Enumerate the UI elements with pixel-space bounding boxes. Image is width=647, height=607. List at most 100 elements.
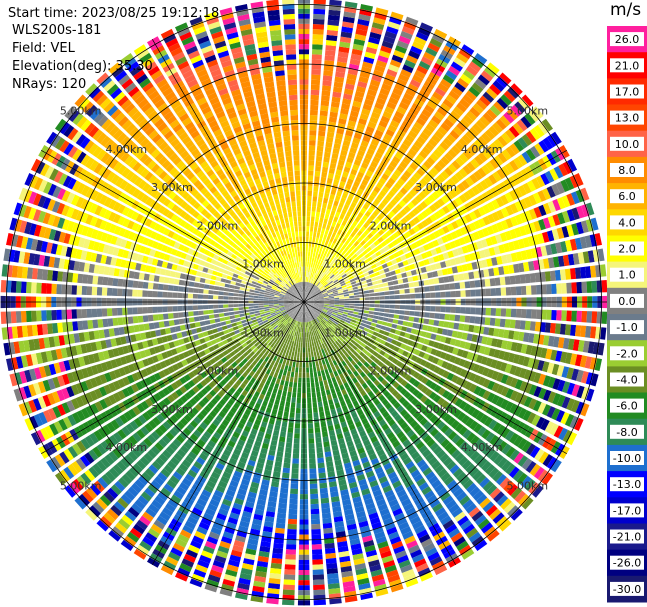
velocity-gate — [437, 397, 446, 406]
velocity-gate — [402, 138, 412, 148]
velocity-gate — [346, 344, 352, 350]
velocity-gate — [235, 592, 248, 600]
velocity-gate — [539, 271, 546, 282]
velocity-gate — [367, 232, 374, 239]
velocity-gate — [402, 156, 411, 165]
velocity-gate — [453, 536, 466, 547]
velocity-gate — [337, 545, 349, 553]
velocity-gate — [332, 342, 338, 348]
velocity-gate — [328, 293, 334, 296]
velocity-gate — [336, 315, 342, 320]
velocity-gate — [323, 441, 330, 448]
velocity-gate — [367, 554, 379, 563]
velocity-gate — [342, 311, 349, 315]
velocity-gate — [500, 94, 512, 106]
velocity-gate — [307, 305, 311, 310]
velocity-gate — [223, 494, 234, 502]
velocity-gate — [317, 334, 322, 340]
velocity-gate — [459, 368, 468, 378]
velocity-gate — [353, 370, 359, 377]
velocity-gate — [454, 452, 465, 463]
velocity-gate — [342, 340, 348, 346]
velocity-gate — [476, 493, 488, 505]
velocity-gate — [420, 266, 427, 273]
velocity-gate — [319, 300, 325, 302]
velocity-gate — [354, 265, 360, 270]
velocity-gate — [336, 128, 345, 135]
velocity-gate — [203, 512, 214, 521]
velocity-gate — [290, 478, 299, 484]
velocity-gate — [233, 470, 243, 478]
velocity-gate — [421, 219, 429, 228]
velocity-gate — [543, 335, 550, 346]
velocity-gate — [342, 313, 348, 317]
velocity-gate — [355, 154, 364, 162]
velocity-gate — [327, 14, 340, 21]
velocity-gate — [485, 161, 495, 172]
velocity-gate — [310, 493, 319, 500]
velocity-gate — [370, 160, 378, 169]
velocity-gate — [414, 311, 420, 317]
velocity-gate — [586, 281, 593, 293]
velocity-gate — [330, 331, 336, 337]
velocity-gate — [453, 357, 461, 365]
velocity-gate — [393, 427, 402, 435]
velocity-gate — [459, 118, 470, 129]
velocity-gate — [277, 346, 282, 353]
velocity-gate — [280, 364, 285, 370]
velocity-gate — [313, 247, 317, 253]
velocity-gate — [307, 321, 310, 327]
velocity-gate — [254, 575, 266, 583]
velocity-gate — [363, 361, 370, 368]
velocity-gate — [332, 360, 338, 366]
velocity-gate — [308, 310, 312, 316]
velocity-gate — [533, 206, 542, 218]
velocity-gate — [454, 282, 461, 290]
velocity-gate — [510, 487, 523, 500]
velocity-gate — [304, 297, 305, 302]
velocity-gate — [287, 328, 291, 334]
velocity-gate — [437, 253, 445, 261]
velocity-gate — [253, 391, 260, 398]
velocity-gate — [356, 339, 363, 345]
velocity-gate — [499, 72, 512, 85]
velocity-gate — [301, 312, 303, 317]
velocity-gate — [420, 395, 428, 404]
velocity-gate — [347, 476, 357, 484]
velocity-gate — [389, 304, 395, 309]
velocity-gate — [384, 564, 397, 574]
velocity-gate — [484, 526, 497, 538]
velocity-gate — [305, 241, 309, 247]
velocity-gate — [363, 56, 375, 64]
velocity-gate — [378, 476, 388, 484]
velocity-gate — [372, 489, 383, 497]
velocity-gate — [271, 435, 279, 442]
velocity-gate — [378, 269, 385, 275]
velocity-gate — [385, 326, 392, 332]
velocity-gate — [309, 289, 313, 294]
velocity-gate — [386, 322, 393, 328]
velocity-gate — [344, 88, 354, 96]
velocity-gate — [295, 362, 299, 368]
velocity-gate — [580, 187, 590, 201]
velocity-gate — [345, 386, 352, 393]
velocity-gate — [433, 341, 440, 349]
velocity-gate — [256, 499, 266, 506]
velocity-gate — [320, 320, 325, 325]
velocity-gate — [512, 354, 521, 364]
velocity-gate — [318, 315, 324, 320]
velocity-gate — [278, 405, 284, 412]
velocity-gate — [372, 331, 379, 337]
velocity-gate — [370, 221, 377, 229]
velocity-gate — [311, 278, 315, 284]
velocity-gate — [329, 325, 335, 330]
velocity-gate — [405, 443, 414, 452]
velocity-gate — [324, 268, 329, 274]
velocity-gate — [376, 354, 383, 360]
velocity-gate — [304, 307, 306, 313]
velocity-gate — [298, 326, 301, 333]
velocity-gate — [359, 8, 372, 17]
velocity-gate — [328, 272, 334, 278]
velocity-gate — [503, 265, 510, 275]
velocity-gate — [325, 547, 336, 554]
